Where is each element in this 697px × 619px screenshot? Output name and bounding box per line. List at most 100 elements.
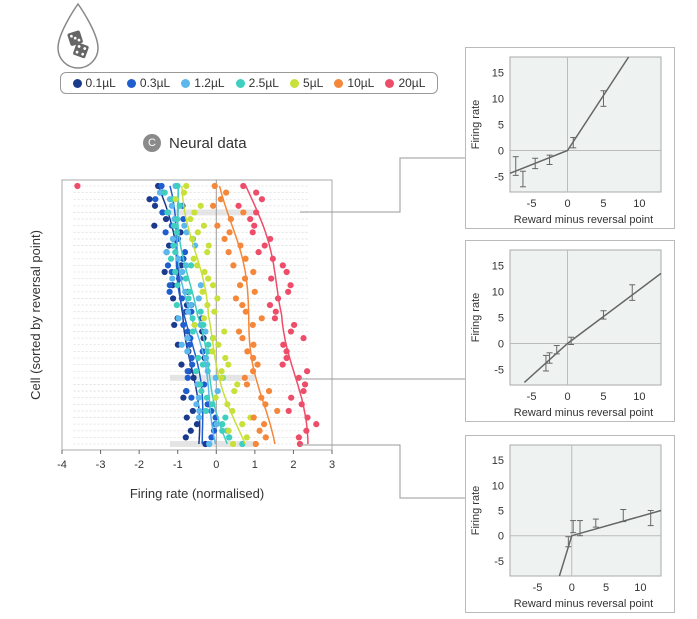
legend-item: 0.3µL bbox=[126, 76, 170, 90]
x-tick-label: 0 bbox=[564, 391, 570, 403]
data-point bbox=[234, 381, 241, 388]
legend-item: 10µL bbox=[334, 76, 374, 90]
fit-curve bbox=[218, 185, 276, 445]
y-tick-label: 15 bbox=[492, 455, 504, 467]
x-tick-label: 0 bbox=[213, 459, 219, 471]
y-tick-label: -5 bbox=[494, 364, 504, 376]
data-point bbox=[187, 215, 194, 223]
panel-title-text: Neural data bbox=[169, 134, 247, 152]
data-point bbox=[243, 434, 250, 441]
inset-plot-area bbox=[509, 249, 662, 386]
x-tick-label: 5 bbox=[600, 198, 606, 210]
data-point bbox=[199, 361, 206, 368]
data-point bbox=[183, 387, 190, 395]
data-point bbox=[212, 374, 219, 381]
y-tick-label: 0 bbox=[498, 338, 504, 350]
data-point bbox=[236, 282, 244, 289]
legend-item: 1.2µL bbox=[181, 76, 225, 90]
data-point bbox=[199, 288, 206, 295]
data-point bbox=[181, 222, 188, 229]
data-point bbox=[230, 262, 237, 269]
x-tick-label: 10 bbox=[633, 391, 645, 403]
x-tick-label: -3 bbox=[96, 459, 106, 471]
data-point bbox=[190, 255, 197, 262]
y-tick-label: 10 bbox=[492, 287, 504, 299]
data-point bbox=[288, 394, 295, 401]
data-point bbox=[163, 249, 170, 256]
data-point bbox=[242, 308, 249, 315]
data-point bbox=[251, 222, 258, 229]
data-point bbox=[266, 301, 274, 309]
data-point bbox=[279, 262, 286, 269]
fit-line bbox=[523, 272, 662, 383]
data-point bbox=[151, 202, 159, 209]
inset-chart-top: -5 0 5 10 15 -5 0 5 10 Reward minus reversal poin… bbox=[470, 56, 662, 226]
x-tick-label: -2 bbox=[134, 459, 144, 471]
y-tick-label: 10 bbox=[492, 480, 504, 492]
y-axis-label: Firing rate bbox=[470, 293, 482, 343]
panel-title: C Neural data bbox=[143, 134, 247, 152]
legend-dot-icon bbox=[235, 78, 245, 88]
data-point bbox=[261, 242, 268, 249]
data-point bbox=[235, 328, 243, 335]
data-point bbox=[171, 222, 178, 229]
data-point bbox=[184, 335, 191, 342]
data-point bbox=[268, 275, 275, 282]
y-tick-label: 0 bbox=[498, 145, 504, 157]
data-point bbox=[300, 335, 307, 342]
data-point bbox=[250, 268, 257, 276]
legend-item: 2.5µL bbox=[235, 76, 279, 90]
data-point bbox=[167, 255, 175, 262]
data-point bbox=[254, 361, 261, 368]
data-point bbox=[161, 189, 168, 196]
data-point bbox=[214, 222, 221, 229]
data-point bbox=[229, 440, 237, 448]
data-point bbox=[258, 196, 266, 203]
y-tick-label: -5 bbox=[494, 171, 504, 183]
data-point bbox=[181, 249, 189, 256]
data-point bbox=[283, 268, 290, 276]
data-point bbox=[213, 421, 220, 428]
data-point bbox=[187, 262, 195, 269]
data-point bbox=[175, 315, 182, 322]
data-point bbox=[191, 321, 198, 329]
data-point bbox=[172, 249, 179, 256]
x-tick-label: 2 bbox=[290, 459, 296, 471]
data-point bbox=[280, 341, 287, 348]
data-point bbox=[295, 434, 302, 441]
fit-line bbox=[509, 56, 630, 174]
data-point bbox=[193, 421, 201, 428]
data-point bbox=[178, 341, 185, 348]
data-point bbox=[182, 434, 189, 441]
y-tick-label: 10 bbox=[492, 94, 504, 106]
legend-dot-icon bbox=[126, 78, 136, 88]
y-tick-label: 5 bbox=[498, 313, 504, 325]
data-point bbox=[197, 308, 204, 315]
fit-curve bbox=[176, 185, 228, 445]
legend-label: 20µL bbox=[398, 76, 426, 90]
x-tick-label: 3 bbox=[329, 459, 335, 471]
highlighted-row bbox=[170, 441, 255, 447]
data-point bbox=[283, 354, 290, 362]
data-point bbox=[260, 421, 268, 428]
data-point bbox=[250, 414, 257, 421]
x-axis-label: Firing rate (normalised) bbox=[130, 486, 264, 501]
data-point bbox=[241, 374, 248, 381]
fit-curve bbox=[157, 185, 201, 445]
data-point bbox=[188, 394, 195, 401]
data-point bbox=[195, 394, 202, 401]
data-point bbox=[262, 434, 269, 441]
inset-plot-area bbox=[509, 56, 662, 193]
data-point bbox=[183, 182, 190, 190]
data-point bbox=[183, 414, 190, 421]
data-point bbox=[205, 242, 212, 249]
data-point bbox=[191, 209, 198, 216]
x-axis-label: Reward minus reversal point bbox=[514, 407, 653, 419]
inset-chart-middle: -5 0 5 10 15 -5 0 5 10 Reward minus reversal poin… bbox=[470, 249, 662, 419]
data-point bbox=[180, 321, 187, 329]
data-point bbox=[180, 394, 187, 401]
data-point bbox=[249, 229, 256, 236]
data-point bbox=[74, 182, 81, 190]
data-point bbox=[189, 328, 196, 335]
data-point bbox=[240, 182, 247, 190]
